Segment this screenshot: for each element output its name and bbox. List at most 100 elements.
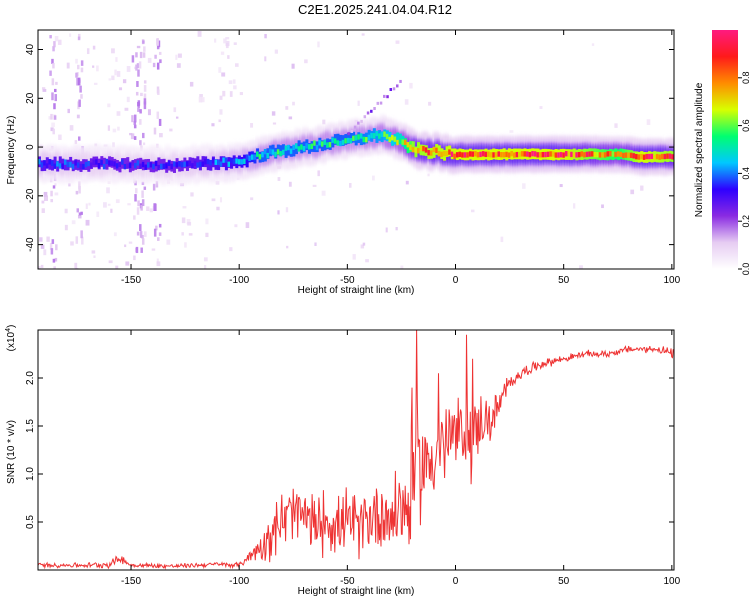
spectrogram-ridge-cell — [528, 151, 532, 158]
spectrogram-ridge-cell — [134, 162, 137, 169]
spectrogram-speckle — [219, 95, 223, 100]
spectrogram-ridge-cell — [320, 141, 324, 147]
spectrogram-stripe — [139, 109, 142, 114]
spectrogram-y-label: Frequency (Hz) — [6, 116, 17, 185]
spectrogram-stripe — [131, 115, 134, 123]
spectrogram-stripe — [80, 60, 84, 66]
spectrogram-ridge-cell — [344, 138, 347, 144]
spectrogram-ridge-cell — [544, 151, 547, 158]
spectrogram-ridge-cell — [172, 161, 176, 167]
spectrogram-speckle — [91, 250, 96, 254]
colorbar: 0.0 0.2 0.4 0.6 0.8 Normalized spectral ampl… — [694, 30, 750, 275]
spectrogram-ridge-cell — [178, 161, 181, 167]
snr-x-label: Height of straight line (km) — [298, 586, 415, 597]
figure-title: C2E1.2025.241.04.04.R12 — [298, 2, 452, 17]
spectrogram-speckle — [181, 217, 186, 224]
spectrogram-stripe — [52, 46, 55, 52]
spectrogram-stripe — [75, 236, 79, 244]
spectrogram-stripe — [77, 33, 81, 39]
spectrogram-ridge-cell — [95, 159, 98, 165]
spectrogram-ridge-cell — [365, 137, 368, 143]
spectrogram-speckle — [203, 257, 208, 262]
spectrogram-ridge-cell — [323, 139, 327, 146]
spectrogram-stripe — [143, 186, 147, 190]
spectrogram-stripe — [51, 58, 54, 64]
spectrogram-ridge-cell — [58, 163, 62, 169]
snr-xtick-label: 0 — [453, 576, 459, 587]
spectrogram-ridge-cell — [406, 141, 410, 148]
snr-plot-area — [38, 330, 674, 570]
spectrogram-ridge-cell — [147, 162, 150, 168]
snr-ytick-label: 2.0 — [25, 371, 36, 385]
spectrogram-tail — [350, 129, 354, 133]
spectrogram-speckle — [43, 249, 47, 256]
spectrogram-ridge-cell — [476, 152, 480, 158]
spectrogram-ridge-cell — [284, 147, 288, 158]
spectrogram-stripe — [133, 136, 137, 140]
snr-xtick-label: 50 — [558, 576, 570, 587]
spectrogram-speckle — [156, 261, 161, 267]
spectrogram-tail — [357, 121, 360, 125]
spectrogram-ridge-cell — [152, 163, 155, 170]
spectrogram-tail — [386, 95, 389, 99]
spectrogram-speckle — [149, 208, 153, 213]
snr-y-label: SNR (10 * v/v) — [6, 420, 17, 484]
spectrogram-stripe — [80, 211, 83, 215]
spectrogram-speckle — [288, 181, 292, 187]
spectrogram-ridge-cell — [510, 150, 513, 157]
spectrogram-xtick-label: -50 — [340, 275, 355, 286]
spectrogram-tail — [373, 107, 376, 111]
spectrogram-speckle — [509, 130, 514, 133]
spectrogram-ridge-cell — [79, 163, 83, 170]
spectrogram-ridge-cell — [437, 151, 441, 157]
spectrogram-stripe — [153, 203, 156, 211]
spectrogram-speckle — [85, 203, 88, 209]
spectrogram-speckle — [233, 85, 237, 90]
spectrogram-ridge-cell — [658, 154, 661, 160]
spectrogram-speckle — [122, 79, 127, 84]
spectrogram-ridge-cell — [287, 144, 291, 156]
spectrogram-speckle — [219, 197, 223, 203]
spectrogram-ridge-cell — [45, 157, 49, 168]
spectrogram-ridge-cell — [378, 133, 381, 139]
spectrogram-ridge-cell — [144, 159, 148, 170]
spectrogram-ridge-cell — [385, 133, 389, 140]
spectrogram-speckle — [400, 265, 404, 269]
spectrogram-stripe — [50, 190, 53, 197]
spectrogram-ridge-cell — [175, 162, 179, 168]
spectrogram-speckle — [640, 185, 644, 191]
spectrogram-ridge-cell — [71, 163, 75, 170]
spectrogram-speckle — [471, 209, 475, 213]
spectrogram-speckle — [235, 63, 239, 67]
spectrogram-ridge-cell — [167, 160, 171, 166]
spectrogram-xtick-label: 100 — [663, 275, 680, 286]
spectrogram-speckle — [227, 55, 230, 59]
spectrogram-ridge-cell — [315, 144, 319, 151]
spectrogram-stripe — [142, 52, 146, 58]
spectrogram-ridge-cell — [593, 151, 597, 158]
spectrogram-ridge-cell — [523, 151, 526, 157]
spectrogram-speckle — [66, 62, 70, 69]
spectrogram-stripe — [134, 194, 137, 202]
spectrogram-speckle — [159, 133, 163, 138]
spectrogram-ridge-cell — [126, 163, 129, 169]
spectrogram-ridge-cell — [539, 152, 542, 158]
spectrogram-stripe — [141, 238, 145, 245]
spectrogram-speckle — [58, 134, 62, 141]
spectrogram-ridge-cell — [45, 163, 49, 169]
spectrogram-xtick-label: 0 — [453, 275, 459, 286]
spectrogram-ridge-cell — [102, 157, 106, 169]
spectrogram-speckle — [274, 49, 278, 54]
spectrogram-ridge-cell — [40, 162, 44, 168]
spectrogram-ridge-cell — [474, 151, 477, 157]
spectrogram-ridge-cell — [567, 151, 571, 157]
spectrogram-ytick-label: 40 — [25, 44, 36, 56]
spectrogram-speckle — [103, 202, 107, 208]
spectrogram-speckle — [93, 255, 96, 258]
spectrogram-ridge-cell — [637, 154, 641, 160]
spectrogram-image — [38, 30, 674, 269]
spectrogram-speckle — [166, 239, 171, 245]
spectrogram-speckle — [38, 266, 41, 269]
spectrogram-ridge-cell — [437, 145, 441, 157]
spectrogram-ridge-cell — [513, 152, 516, 158]
